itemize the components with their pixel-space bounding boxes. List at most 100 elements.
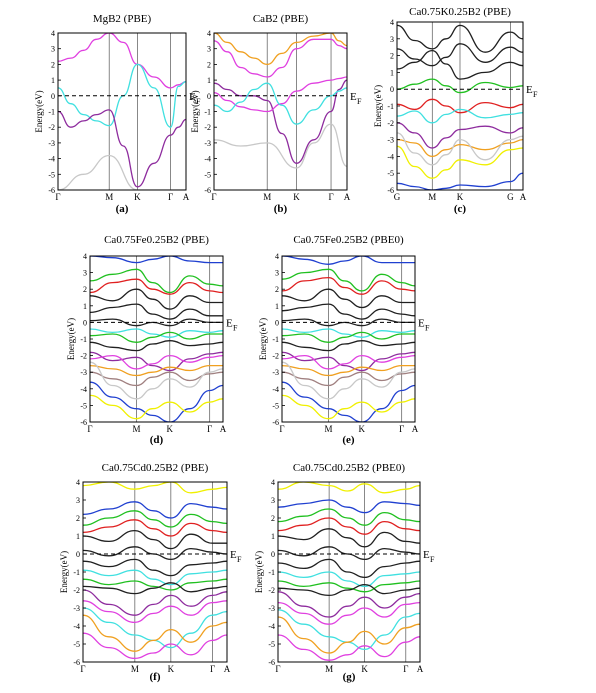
y-axis-label: Energy(eV)	[190, 90, 200, 132]
x-tick-label: Γ	[210, 664, 215, 674]
y-tick-label: -2	[268, 586, 275, 595]
y-tick-label: -5	[272, 401, 279, 410]
fermi-label-subscript: F	[237, 555, 242, 564]
band-brown-12	[90, 371, 223, 387]
band-orange-13	[83, 614, 227, 652]
panel-c: Ca0.75K0.25B2 (PBE) E F 4 3 2 1 0 -1 -2 -3 -4 -5 -6 En…	[373, 6, 538, 215]
y-tick-label: 1	[51, 76, 55, 85]
bands	[214, 33, 347, 169]
y-tick-label: 4	[83, 252, 87, 261]
y-tick-label: -5	[73, 640, 80, 649]
x-tick-label: Γ	[168, 192, 173, 202]
y-tick-label: 0	[76, 550, 80, 559]
band-black-3	[90, 288, 223, 310]
y-tick-label: 1	[76, 532, 80, 541]
y-tick-label: 1	[271, 532, 275, 541]
y-tick-label: -6	[387, 186, 394, 195]
band-orange-13	[278, 616, 420, 654]
y-axis-label: Energy(eV)	[34, 90, 44, 132]
band-blue-14	[90, 381, 223, 422]
fermi-label-subscript: F	[425, 323, 430, 332]
y-tick-label: -5	[387, 169, 394, 178]
y-axis-label: Energy(eV)	[59, 551, 69, 593]
band-green-8	[83, 578, 227, 591]
band-blue-0	[282, 256, 415, 265]
x-tick-label: Γ	[80, 664, 85, 674]
fermi-label: E	[226, 317, 233, 329]
band-blue-1	[83, 501, 227, 519]
x-tick-label: M	[325, 424, 333, 434]
band-green-2	[83, 510, 227, 528]
y-tick-label: -6	[73, 658, 80, 667]
y-tick-label: -1	[80, 335, 87, 344]
y-tick-label: 0	[83, 318, 87, 327]
y-tick-label: -3	[80, 368, 87, 377]
y-tick-label: -1	[48, 108, 55, 117]
fermi-label-subscript: F	[533, 90, 538, 99]
band-red-3	[83, 519, 227, 537]
band-grey-13	[282, 361, 415, 400]
panel-title: Ca0.75Fe0.25B2 (PBE)	[104, 234, 209, 246]
y-tick-label: -4	[272, 385, 279, 394]
y-tick-label: 2	[275, 285, 279, 294]
band-cyan-6	[282, 328, 415, 338]
bands	[282, 256, 415, 422]
panel-e: Ca0.75Fe0.25B2 (PBE0) E F 4 3 2 1 0 -1 -2 -3 -4 -5 -6…	[258, 234, 430, 446]
band-orange-11	[90, 364, 223, 377]
y-tick-label: 2	[271, 514, 275, 523]
band-black-5	[83, 546, 227, 561]
fermi-label-subscript: F	[430, 555, 435, 564]
x-tick-label: Γ	[328, 192, 333, 202]
y-tick-label: -4	[387, 152, 394, 161]
band-yellow-15	[90, 394, 223, 420]
x-tick-label: K	[168, 664, 175, 674]
x-tick-label: M	[105, 192, 113, 202]
x-tick-label: K	[134, 192, 141, 202]
band-blue-0	[90, 256, 223, 264]
y-tick-label: -4	[80, 385, 87, 394]
band-black-0	[397, 24, 523, 53]
panel-d: Ca0.75Fe0.25B2 (PBE) E F 4 3 2 1 0 -1 -2 -3 -4 -5 -6 E…	[66, 234, 238, 446]
y-tick-label: -1	[272, 335, 279, 344]
x-tick-label: Γ	[279, 424, 284, 434]
y-tick-label: -4	[48, 155, 55, 164]
band-purple-9	[90, 351, 223, 372]
fermi-label: E	[423, 549, 430, 561]
band-grey-13	[90, 361, 223, 400]
band-black-4	[278, 528, 420, 548]
panel-title: Ca0.75Fe0.25B2 (PBE0)	[293, 234, 404, 246]
band-black-4	[83, 529, 227, 550]
panel-title: Ca0.75K0.25B2 (PBE)	[409, 6, 511, 18]
x-tick-label: Γ	[403, 664, 408, 674]
panel-title: CaB2 (PBE)	[253, 13, 309, 25]
bands	[90, 256, 223, 422]
x-tick-label: Γ	[207, 424, 212, 434]
band-purple-10	[278, 591, 420, 618]
y-tick-label: -2	[48, 123, 55, 132]
band-red-4	[397, 98, 523, 114]
y-tick-label: 4	[390, 18, 394, 27]
panel-caption: (d)	[150, 434, 164, 446]
y-tick-label: -6	[48, 186, 55, 195]
y-tick-label: 1	[83, 302, 87, 311]
band-green-7	[282, 331, 415, 343]
band-yellow-15	[282, 394, 415, 420]
band-cyan-7	[278, 571, 420, 588]
y-tick-label: 2	[76, 514, 80, 523]
band-red-2	[90, 278, 223, 295]
x-tick-label: K	[457, 192, 464, 202]
fermi-label: E	[526, 84, 533, 96]
x-tick-label: K	[167, 424, 174, 434]
x-tick-label: Γ	[87, 424, 92, 434]
band-orange-11	[282, 364, 415, 377]
panel-caption: (g)	[343, 671, 356, 683]
y-tick-label: 3	[207, 45, 211, 54]
y-tick-label: -5	[48, 170, 55, 179]
band-magenta-10	[90, 354, 223, 370]
band-yellow-0	[83, 482, 227, 494]
band-black-5	[90, 318, 223, 327]
fermi-label-subscript: F	[357, 97, 362, 106]
band-green-8	[278, 580, 420, 593]
y-tick-label: 3	[51, 45, 55, 54]
